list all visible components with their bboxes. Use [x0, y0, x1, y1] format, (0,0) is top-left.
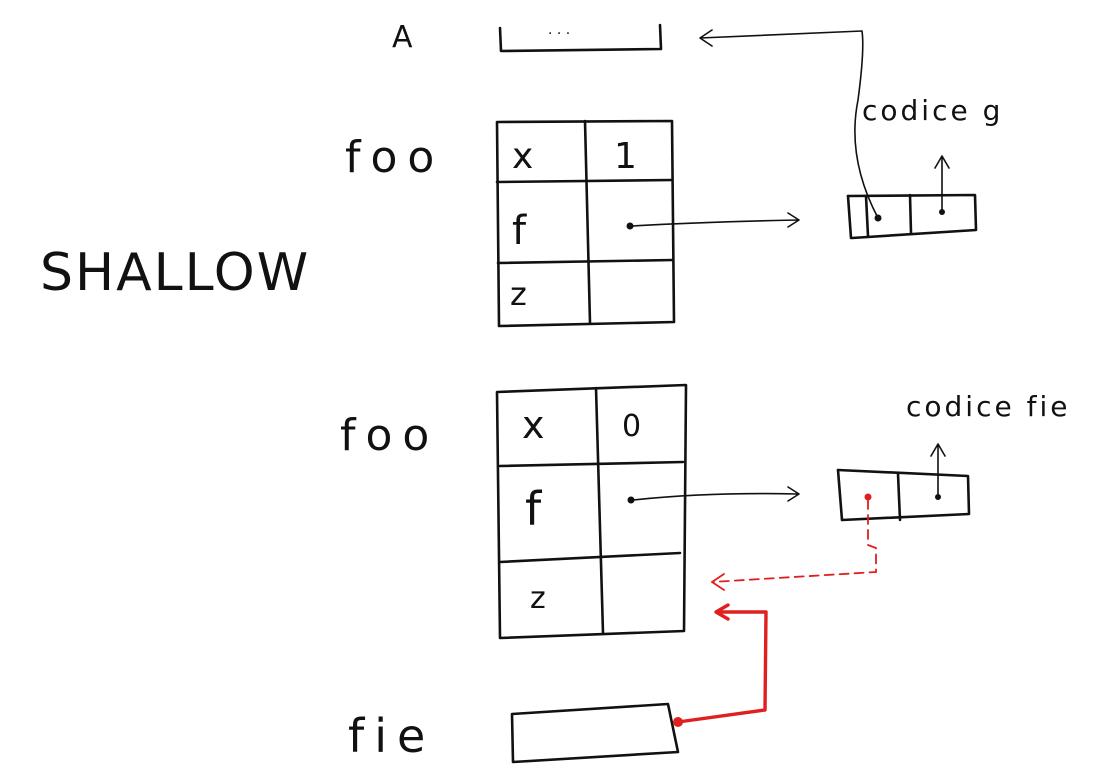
frame1-table: [495, 119, 676, 328]
closure2-box: [836, 468, 971, 522]
closure1-label: codice g: [862, 94, 1003, 127]
frame1-f-pointer-dot: [626, 222, 634, 230]
frame2-f-pointer-arrow: [632, 486, 800, 502]
closure2-code-dot: [935, 494, 941, 500]
fie-cell: [510, 702, 680, 764]
closure2-code-arrow: [930, 443, 946, 496]
frame1-row-z-name: z: [510, 275, 527, 313]
closure2-env-dot: [864, 493, 872, 501]
frame2-f-pointer-dot: [627, 496, 635, 504]
frame2-table: [495, 383, 688, 640]
title-label: SHALLOW: [40, 243, 310, 303]
frame2-row-f-name: f: [525, 482, 543, 536]
fie-label: fie: [348, 709, 435, 763]
frame2-row-x-value: 0: [622, 409, 641, 444]
frame2-row-z-name: z: [530, 581, 546, 616]
frame1-row-x-value: 1: [614, 136, 637, 177]
var-a-cell: [498, 23, 663, 53]
frame1-f-pointer-arrow: [631, 212, 800, 228]
closure2-label: codice fie: [906, 390, 1070, 423]
frame2-label: foo: [340, 410, 439, 461]
fie-pointer-arrow: [676, 610, 768, 724]
closure1-env-arrow: [699, 29, 879, 219]
var-a-label: A: [392, 20, 413, 55]
frame2-row-x-name: x: [522, 403, 545, 447]
frame1-row-f-name: f: [512, 208, 527, 254]
frame1-row-x-name: x: [512, 136, 533, 177]
var-a-value: · · ·: [548, 26, 570, 42]
fie-pointer-arrowhead: [714, 603, 730, 621]
closure2-env-arrowhead: [711, 573, 725, 591]
frame1-label: foo: [345, 132, 444, 183]
closure1-code-dot: [939, 209, 945, 215]
closure1-code-arrow: [934, 155, 950, 211]
closure2-env-arrow-dashed: [711, 499, 877, 583]
closure1-box: [846, 193, 978, 240]
